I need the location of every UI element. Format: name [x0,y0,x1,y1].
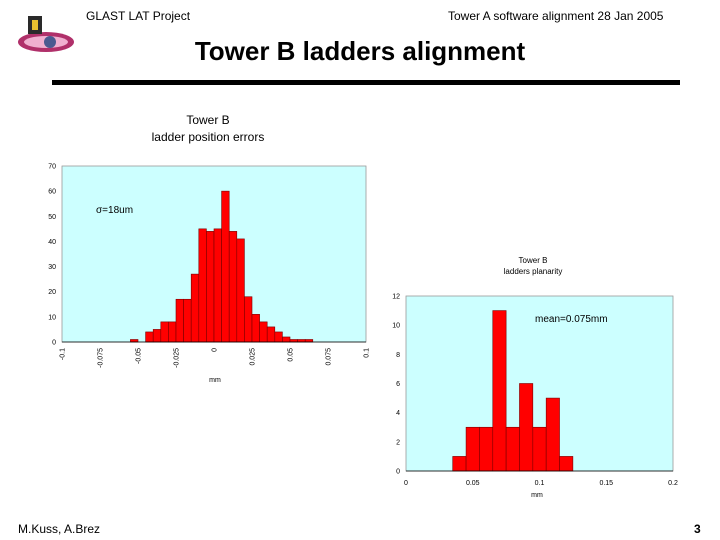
logo-planet [44,36,56,48]
chart-title-line: ladders planarity [504,267,563,276]
y-tick-label: 4 [396,410,400,417]
x-tick-label: -0.05 [136,348,143,364]
glast-logo [10,12,76,60]
y-tick-label: 20 [48,289,56,296]
histogram-bar [452,456,467,472]
histogram-bar [465,426,480,472]
chart-title-line: ladder position errors [152,130,265,144]
x-tick-label: 0.1 [364,348,371,358]
y-tick-label: 8 [396,352,400,359]
x-tick-label: -0.025 [174,348,181,368]
slide-title: Tower B ladders alignment [194,36,526,66]
y-tick-label: 12 [392,294,400,301]
y-tick-label: 60 [48,189,56,196]
histogram-bar [545,397,560,472]
x-tick-label: 0.025 [250,348,257,366]
x-tick-label: 0.05 [288,348,295,362]
x-tick-label: 0.1 [535,480,545,487]
x-tick-label: 0.2 [668,480,678,487]
title-divider [52,80,680,85]
y-tick-label: 0 [52,340,56,347]
y-tick-label: 6 [396,381,400,388]
histogram-bar [532,426,547,472]
chart-title-line: Tower B [186,113,229,127]
histogram-bar [479,426,494,472]
y-tick-label: 2 [396,439,400,446]
x-tick-label: 0.15 [599,480,613,487]
chart-annotation: mean=0.075mm [535,314,608,325]
chart-title-line: Tower B [519,256,548,265]
x-tick-label: 0 [212,348,219,352]
project-name: GLAST LAT Project [86,9,191,23]
authors: M.Kuss, A.Brez [18,522,101,536]
x-tick-label: 0.075 [326,348,333,366]
header-subject: Tower A software alignment 28 Jan 2005 [448,9,664,23]
page-number: 3 [694,522,701,536]
logo-panel [32,20,38,30]
y-tick-label: 40 [48,239,56,246]
histogram-bar [505,426,520,472]
x-axis-label: mm [209,377,221,384]
y-tick-label: 0 [396,469,400,476]
x-tick-label: 0 [404,480,408,487]
histogram-bar [519,383,534,472]
chart-annotation: σ=18um [96,205,133,216]
y-tick-label: 10 [392,323,400,330]
x-tick-label: -0.1 [60,348,67,360]
y-tick-label: 50 [48,214,56,221]
y-tick-label: 30 [48,264,56,271]
y-tick-label: 70 [48,164,56,171]
x-tick-label: -0.075 [98,348,105,368]
histogram-bar [492,310,507,472]
y-tick-label: 10 [48,314,56,321]
x-axis-label: mm [531,492,543,499]
x-tick-label: 0.05 [466,480,480,487]
histogram-bar [559,456,574,472]
